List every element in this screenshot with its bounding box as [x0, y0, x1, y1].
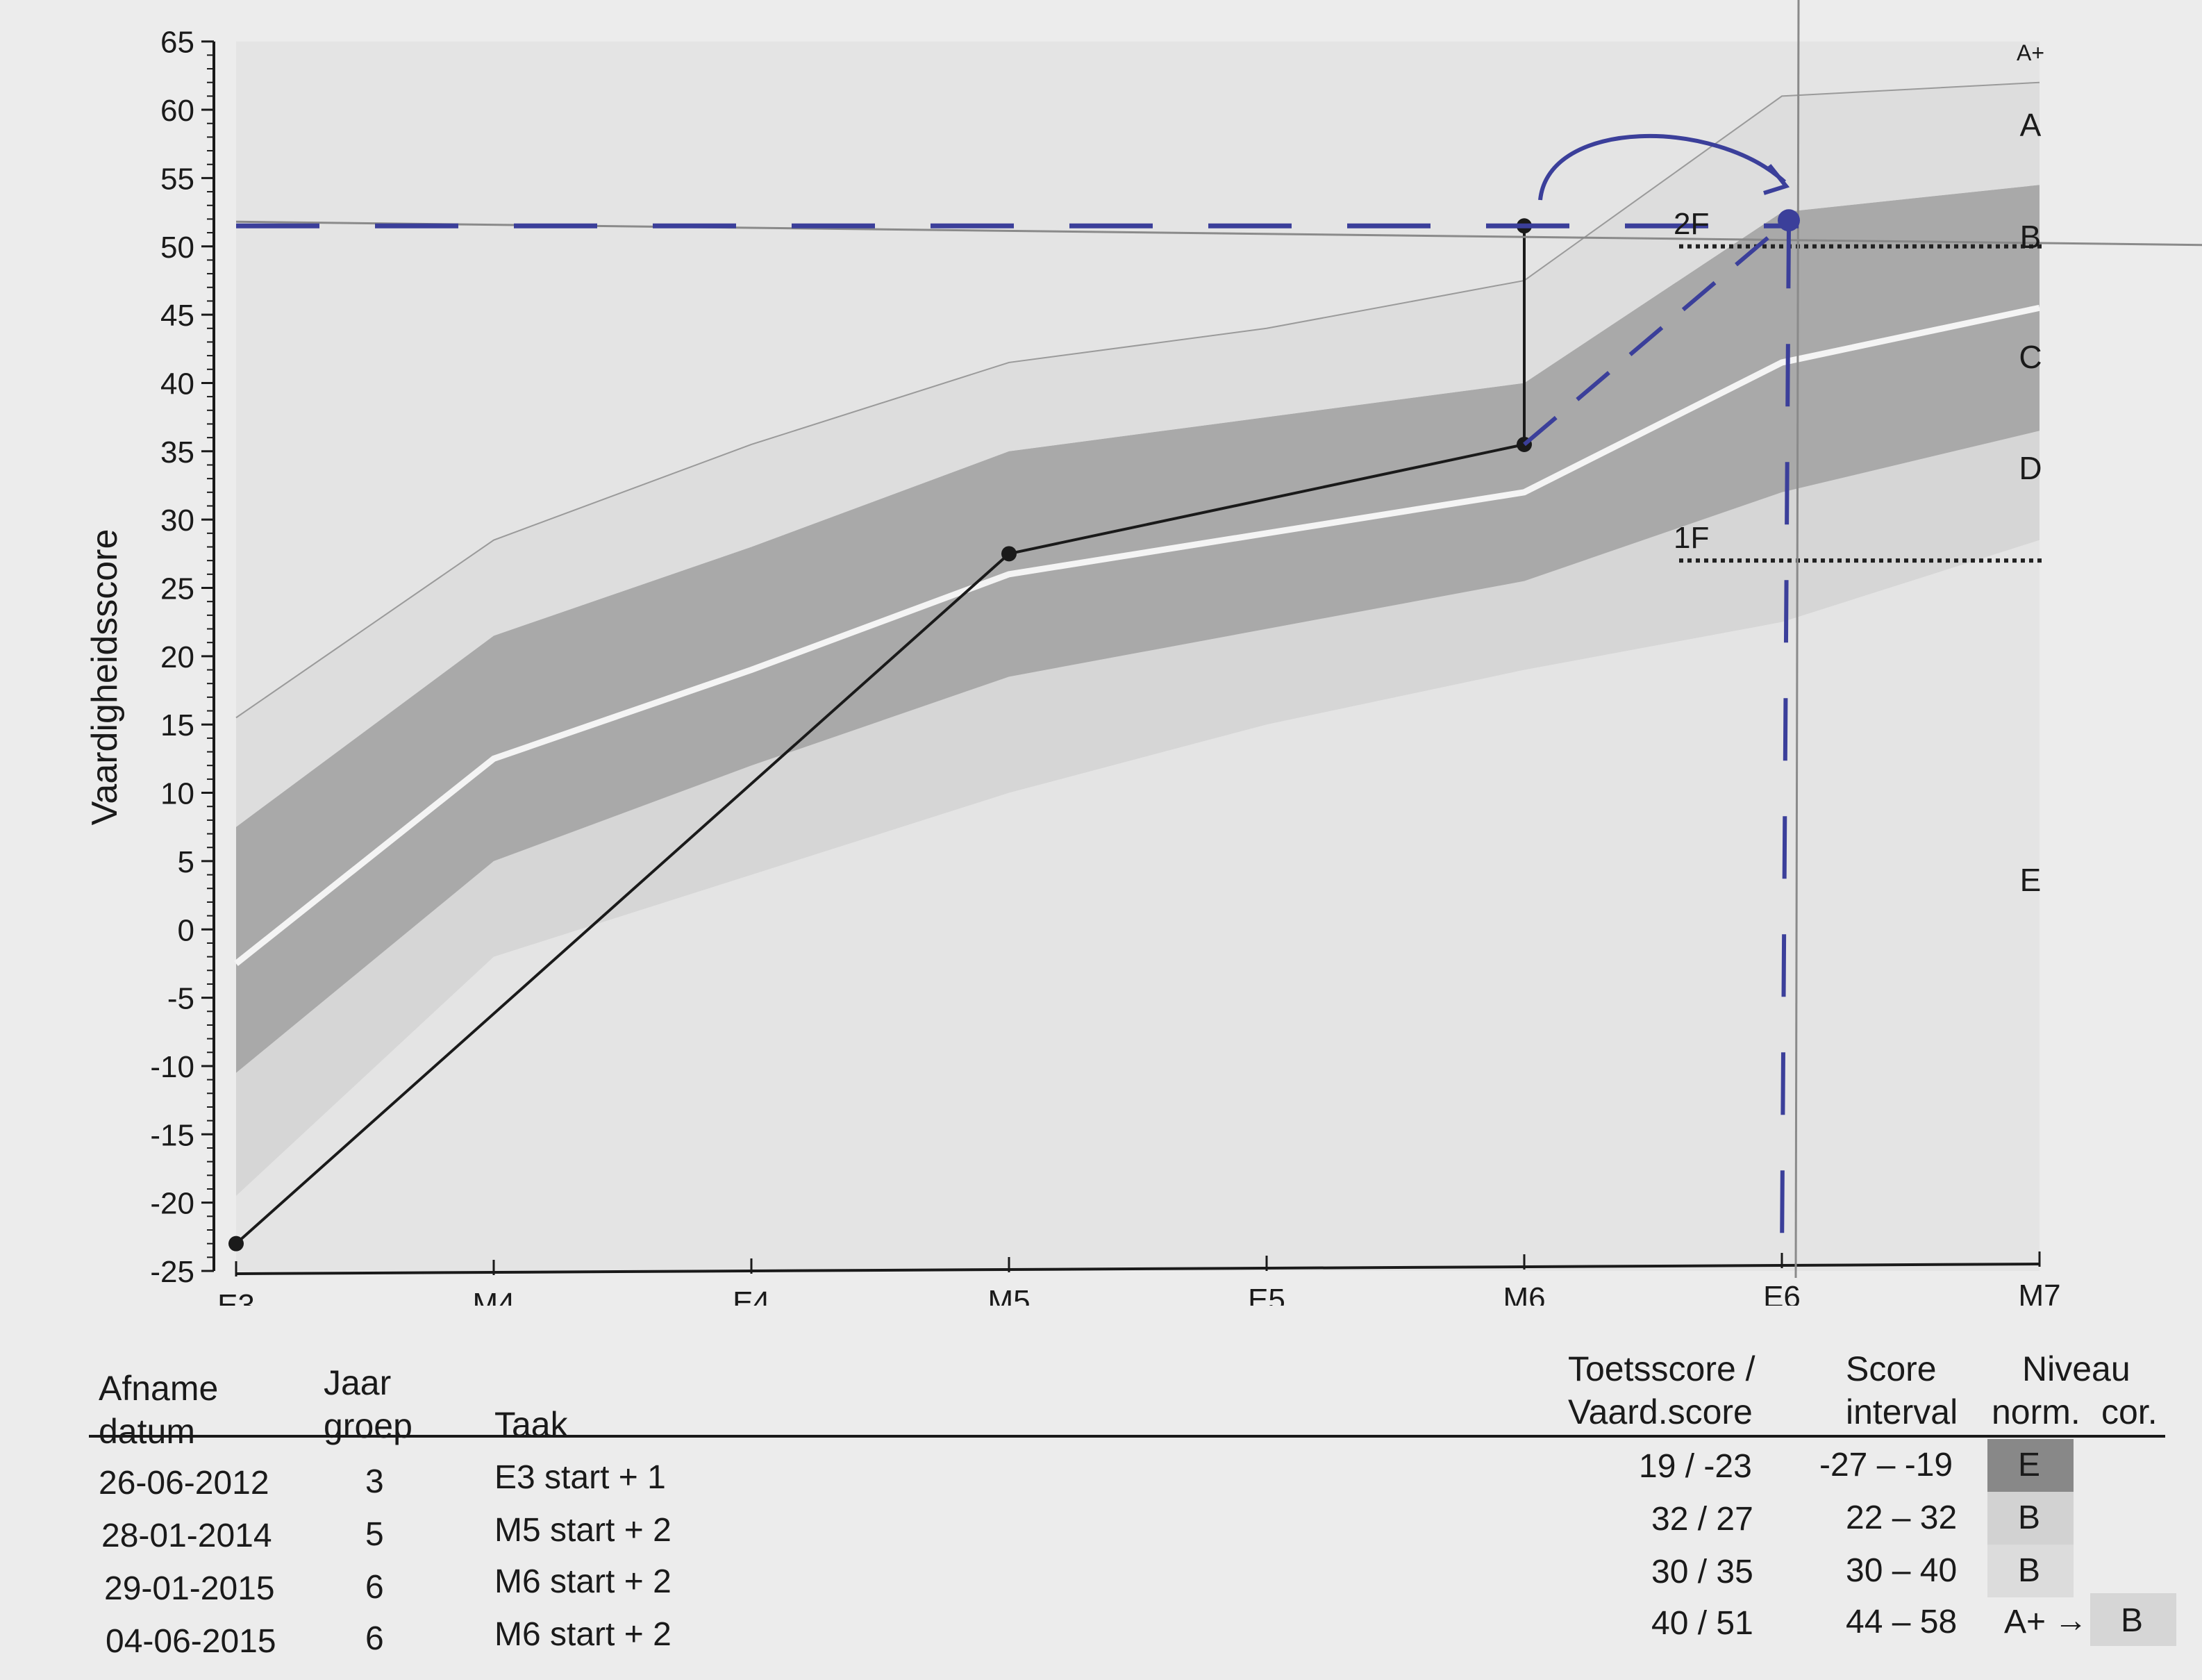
- cell-taak: M6 start + 2: [494, 1616, 672, 1653]
- level-cell-row-0: [1987, 1439, 2074, 1492]
- level-label-a: A: [2020, 107, 2042, 143]
- pen-vertical-dashed: [1780, 226, 1791, 1258]
- x-tick-label: E5: [1248, 1283, 1285, 1306]
- y-tick-label: 30: [160, 504, 194, 538]
- cell-niveau-norm: E: [2018, 1447, 2041, 1483]
- header-niveau: Niveau: [2022, 1349, 2130, 1388]
- x-tick-label: M7: [2018, 1279, 2060, 1306]
- cell-score: 40 / 51: [1651, 1605, 1753, 1642]
- growth-chart: 65605550454035302520151050-5-10-15-20-25…: [85, 0, 2202, 1306]
- cell-niveau-norm: A+: [2004, 1604, 2046, 1640]
- header-toetsscore: Toetsscore / Vaard.score: [1568, 1349, 1755, 1431]
- y-tick-label: 40: [160, 367, 194, 401]
- y-tick-label: 0: [178, 913, 194, 947]
- y-tick-label: 65: [160, 26, 194, 60]
- reference-label-1f: 1F: [1674, 521, 1709, 555]
- x-tick-label: M4: [472, 1287, 515, 1306]
- y-tick-label: 5: [178, 845, 194, 879]
- pencil-vertical-line: [1794, 0, 1800, 1279]
- cell-datum: 29-01-2015: [104, 1570, 275, 1607]
- band-dark: [236, 185, 2040, 1073]
- x-tick-label: M5: [987, 1284, 1030, 1306]
- cell-groep: 6: [365, 1620, 384, 1657]
- level-label-c: C: [2019, 339, 2042, 375]
- arrow-right-icon: →: [2054, 1602, 2087, 1639]
- band-top: [236, 82, 2040, 827]
- reference-lines: [234, 81, 2042, 966]
- score-point: [228, 1236, 244, 1251]
- header-jaar-groep: Jaar groep: [324, 1363, 412, 1445]
- header-niveau-cor: cor.: [2101, 1392, 2158, 1431]
- y-tick-label: -15: [150, 1118, 194, 1152]
- pen-target-dot: [1778, 209, 1800, 232]
- cell-datum: 26-06-2012: [99, 1465, 269, 1502]
- cell-datum: 04-06-2015: [106, 1623, 276, 1660]
- cell-interval: -27 – -19: [1819, 1447, 1953, 1483]
- cell-score: 32 / 27: [1651, 1501, 1753, 1538]
- x-tick-label: E6: [1763, 1280, 1801, 1306]
- level-cell-row-2: [1987, 1545, 2074, 1597]
- header-afname: Afname datum: [99, 1369, 219, 1451]
- cell-score: 19 / -23: [1639, 1448, 1752, 1485]
- cell-score: 30 / 35: [1651, 1554, 1753, 1590]
- table-header-rule: [89, 1435, 2165, 1438]
- pen-annotations: [235, 0, 2202, 1279]
- y-tick-label: -25: [150, 1255, 194, 1289]
- y-tick-label: 15: [160, 708, 194, 742]
- cell-groep: 5: [365, 1516, 384, 1553]
- score-point: [1001, 546, 1017, 562]
- y-tick-label: 45: [160, 299, 194, 333]
- y-tick-label: -10: [150, 1050, 194, 1084]
- pen-arrowhead-icon: [1763, 164, 1790, 195]
- header-score-interval: Score interval: [1846, 1349, 1958, 1431]
- axes: 65605550454035302520151050-5-10-15-20-25…: [85, 26, 2061, 1306]
- cell-interval: 22 – 32: [1846, 1499, 1958, 1536]
- y-tick-label: 10: [160, 777, 194, 811]
- top-threshold-line: [235, 81, 2040, 719]
- cell-niveau-cor: B: [2121, 1602, 2144, 1639]
- cell-niveau-norm: B: [2018, 1499, 2041, 1536]
- level-cell-row-3-cor: [2090, 1593, 2176, 1646]
- y-tick-label: -5: [167, 982, 194, 1016]
- cell-interval: 30 – 40: [1846, 1552, 1958, 1589]
- y-tick-label: 50: [160, 231, 194, 265]
- reference-label-2f: 2F: [1674, 207, 1709, 241]
- y-tick-label: 20: [160, 640, 194, 674]
- level-label-aplus: A+: [2017, 40, 2044, 65]
- level-label-d: D: [2019, 450, 2042, 486]
- level-cell-row-1: [1987, 1492, 2074, 1545]
- x-tick-label: E4: [733, 1286, 770, 1306]
- chart-labels: 2F 1F A+ A B C D E: [1674, 40, 2044, 898]
- level-label-b: B: [2020, 219, 2042, 255]
- pen-extension-dashed: [1523, 224, 1783, 447]
- x-axis-line: [235, 1263, 2040, 1275]
- y-tick-label: -20: [150, 1187, 194, 1221]
- header-taak: Taak: [494, 1405, 568, 1444]
- cell-taak: M5 start + 2: [494, 1512, 672, 1549]
- cell-interval: 44 – 58: [1846, 1604, 1958, 1640]
- y-tick-label: 60: [160, 94, 194, 128]
- y-tick-label: 35: [160, 435, 194, 469]
- median-line: [234, 304, 2040, 966]
- pen-arrow-curve: [1538, 133, 1787, 201]
- x-tick-label: E3: [217, 1288, 255, 1306]
- y-tick-label: 25: [160, 572, 194, 606]
- header-niveau-norm: norm.: [1992, 1392, 2080, 1431]
- x-tick-label: M6: [1503, 1281, 1545, 1306]
- cell-taak: M6 start + 2: [494, 1563, 672, 1600]
- y-axis-label: Vaardigheidsscore: [85, 529, 125, 826]
- cell-datum: 28-01-2014: [101, 1517, 272, 1554]
- cell-groep: 3: [365, 1463, 384, 1500]
- cell-taak: E3 start + 1: [494, 1459, 666, 1496]
- cell-niveau-norm: B: [2018, 1552, 2041, 1589]
- cell-groep: 6: [365, 1569, 384, 1606]
- y-tick-label: 55: [160, 162, 194, 196]
- score-line: [235, 226, 1526, 1245]
- level-label-e: E: [2020, 862, 2042, 898]
